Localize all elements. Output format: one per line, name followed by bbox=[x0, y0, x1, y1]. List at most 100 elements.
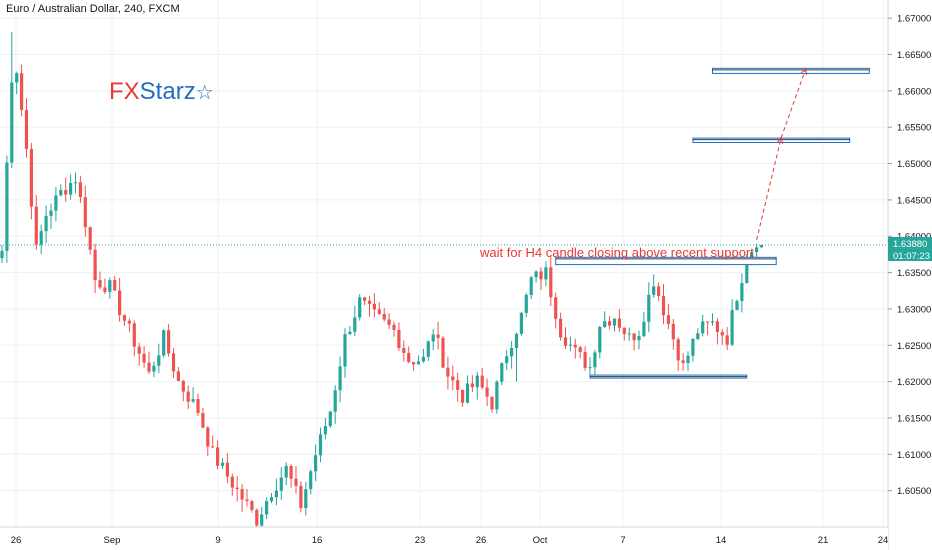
candle bbox=[632, 333, 636, 351]
candle-body bbox=[353, 317, 357, 332]
candle bbox=[529, 275, 533, 300]
candle-body bbox=[426, 341, 430, 357]
candle-body bbox=[759, 244, 764, 248]
y-tick-label: 1.60500 bbox=[897, 486, 931, 497]
candle bbox=[657, 282, 661, 301]
candle-body bbox=[612, 318, 617, 326]
candle bbox=[206, 425, 210, 457]
candle-body bbox=[274, 490, 278, 498]
y-tick-label: 1.63500 bbox=[897, 268, 931, 279]
y-tick-label: 1.62500 bbox=[897, 341, 931, 352]
candle-body bbox=[279, 477, 283, 491]
target-zone-2 bbox=[712, 67, 870, 74]
candle bbox=[69, 174, 73, 200]
candle-body bbox=[647, 294, 651, 322]
candle bbox=[59, 184, 63, 197]
candle bbox=[157, 343, 161, 374]
candle bbox=[661, 284, 666, 325]
candle bbox=[637, 330, 641, 350]
candle bbox=[392, 321, 396, 337]
candle bbox=[691, 337, 695, 362]
candle-body bbox=[142, 353, 146, 363]
candle bbox=[64, 177, 68, 202]
candle bbox=[171, 348, 176, 379]
bottom-zone bbox=[589, 374, 748, 379]
candle-body bbox=[29, 148, 33, 207]
candle bbox=[470, 375, 474, 393]
candle bbox=[647, 282, 651, 333]
candle-body bbox=[608, 321, 612, 326]
candle bbox=[730, 299, 734, 346]
candle-body bbox=[475, 375, 479, 388]
candle-body bbox=[446, 367, 450, 377]
candle-body bbox=[5, 162, 9, 251]
candle bbox=[279, 467, 283, 500]
candle-body bbox=[171, 353, 176, 372]
candle-body bbox=[358, 297, 362, 318]
candle-body bbox=[20, 73, 24, 110]
y-tick-label: 1.61000 bbox=[897, 450, 931, 461]
candle bbox=[34, 195, 38, 251]
y-tick-label: 1.66000 bbox=[897, 86, 931, 97]
candle-body bbox=[593, 352, 597, 368]
candle-body bbox=[583, 351, 587, 368]
grid-lines bbox=[0, 0, 888, 527]
candle-body bbox=[118, 290, 122, 315]
x-axis-ticks: 26 Sep 9 16 23 26 Oct 7 14 21 24 bbox=[11, 535, 889, 546]
candle bbox=[186, 385, 190, 409]
candle bbox=[299, 481, 303, 513]
candle bbox=[720, 328, 724, 345]
candle-body bbox=[686, 355, 690, 363]
candle bbox=[274, 478, 278, 506]
y-tick-label: 1.63000 bbox=[897, 304, 931, 315]
candle-body bbox=[510, 348, 514, 357]
candle bbox=[176, 367, 180, 382]
candle-body bbox=[436, 334, 440, 338]
candle-body bbox=[284, 465, 288, 478]
support-zone-rect bbox=[555, 256, 777, 266]
candle-body bbox=[10, 82, 14, 163]
candle bbox=[49, 203, 53, 229]
candle bbox=[24, 98, 29, 158]
candle-body bbox=[627, 333, 631, 335]
candle-body bbox=[176, 371, 180, 381]
candle-body bbox=[260, 514, 264, 526]
candle bbox=[318, 427, 323, 463]
candle bbox=[338, 356, 342, 403]
candle bbox=[78, 175, 82, 203]
candle-body bbox=[397, 329, 401, 349]
candle-body bbox=[529, 277, 533, 295]
candle-body bbox=[333, 390, 337, 412]
candle-body bbox=[671, 323, 675, 340]
candle bbox=[358, 294, 362, 321]
candle bbox=[593, 349, 597, 377]
candle bbox=[671, 318, 675, 350]
candle-body bbox=[563, 337, 568, 346]
candle-body bbox=[652, 286, 656, 295]
last-price-badge bbox=[888, 236, 932, 249]
candle-body bbox=[720, 332, 724, 336]
candle bbox=[603, 311, 607, 328]
candle bbox=[314, 444, 318, 482]
candle-body bbox=[39, 231, 43, 245]
candle bbox=[416, 355, 421, 365]
candle-body bbox=[137, 346, 141, 354]
candle-body bbox=[642, 321, 646, 337]
candle-body bbox=[500, 363, 504, 382]
candle-body bbox=[387, 319, 391, 325]
candle-body bbox=[514, 333, 519, 349]
candle-body bbox=[539, 271, 543, 280]
candle-body bbox=[461, 389, 465, 403]
y-tick-label: 1.62000 bbox=[897, 377, 931, 388]
candle-body bbox=[421, 356, 425, 362]
candle-body bbox=[549, 267, 553, 298]
candle bbox=[710, 313, 715, 326]
candle-body bbox=[740, 283, 744, 302]
candle-body bbox=[710, 321, 715, 323]
x-tick-label: 21 bbox=[818, 535, 829, 546]
candle-body bbox=[103, 287, 107, 292]
candle bbox=[681, 352, 685, 371]
candle bbox=[573, 338, 577, 359]
candle-body bbox=[225, 462, 229, 477]
